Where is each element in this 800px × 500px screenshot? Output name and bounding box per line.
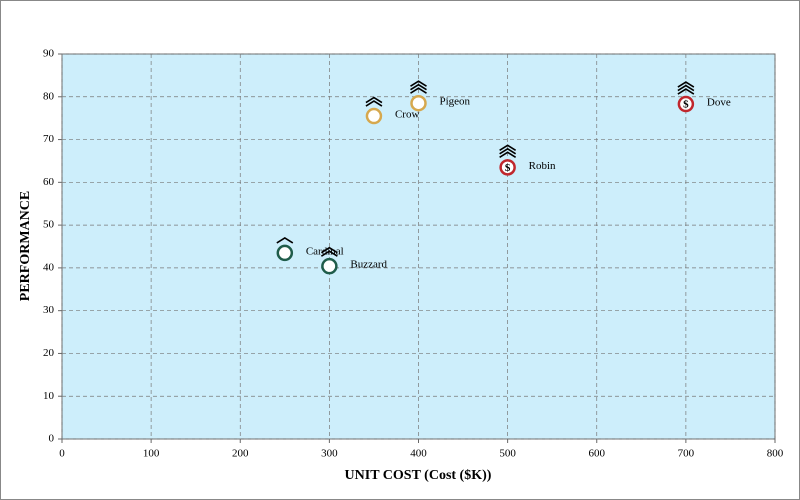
point-symbol: $ <box>505 162 511 174</box>
point-label: Pigeon <box>440 96 471 108</box>
point-label: Dove <box>707 97 731 109</box>
point-circle <box>278 246 292 260</box>
x-tick-label: 100 <box>143 448 160 460</box>
x-tick-label: 0 <box>59 448 65 460</box>
point-marker <box>366 98 382 124</box>
y-tick-label: 40 <box>43 261 55 273</box>
y-tick-label: 0 <box>49 433 55 445</box>
point-circle <box>367 109 381 123</box>
y-tick-label: 70 <box>43 133 55 145</box>
y-tick-label: 60 <box>43 176 55 188</box>
x-tick-label: 600 <box>589 448 606 460</box>
y-tick-label: 50 <box>43 219 55 231</box>
point-marker <box>321 248 337 273</box>
x-tick-label: 700 <box>678 448 695 460</box>
point-label: Robin <box>529 160 556 172</box>
x-tick-label: 200 <box>232 448 249 460</box>
y-tick-label: 20 <box>43 347 55 359</box>
point-circle <box>412 96 426 110</box>
y-tick-label: 10 <box>43 390 55 402</box>
x-tick-label: 400 <box>410 448 427 460</box>
x-tick-label: 300 <box>321 448 338 460</box>
y-tick-label: 90 <box>43 48 55 60</box>
y-tick-label: 80 <box>43 90 55 102</box>
y-tick-label: 30 <box>43 304 55 316</box>
x-tick-label: 500 <box>499 448 516 460</box>
x-tick-label: 800 <box>767 448 784 460</box>
point-label: Buzzard <box>350 259 387 271</box>
point-circle <box>322 259 336 273</box>
page: {"chart_data": {"type": "scatter", "xlab… <box>0 0 800 500</box>
point-symbol: $ <box>683 99 689 111</box>
chart: UNIT COST (Cost ($K)) PERFORMANCE 0 10 20 3… <box>0 0 800 500</box>
x-axis-title: UNIT COST (Cost ($K)) <box>345 468 492 483</box>
y-axis-title: PERFORMANCE <box>18 191 33 301</box>
